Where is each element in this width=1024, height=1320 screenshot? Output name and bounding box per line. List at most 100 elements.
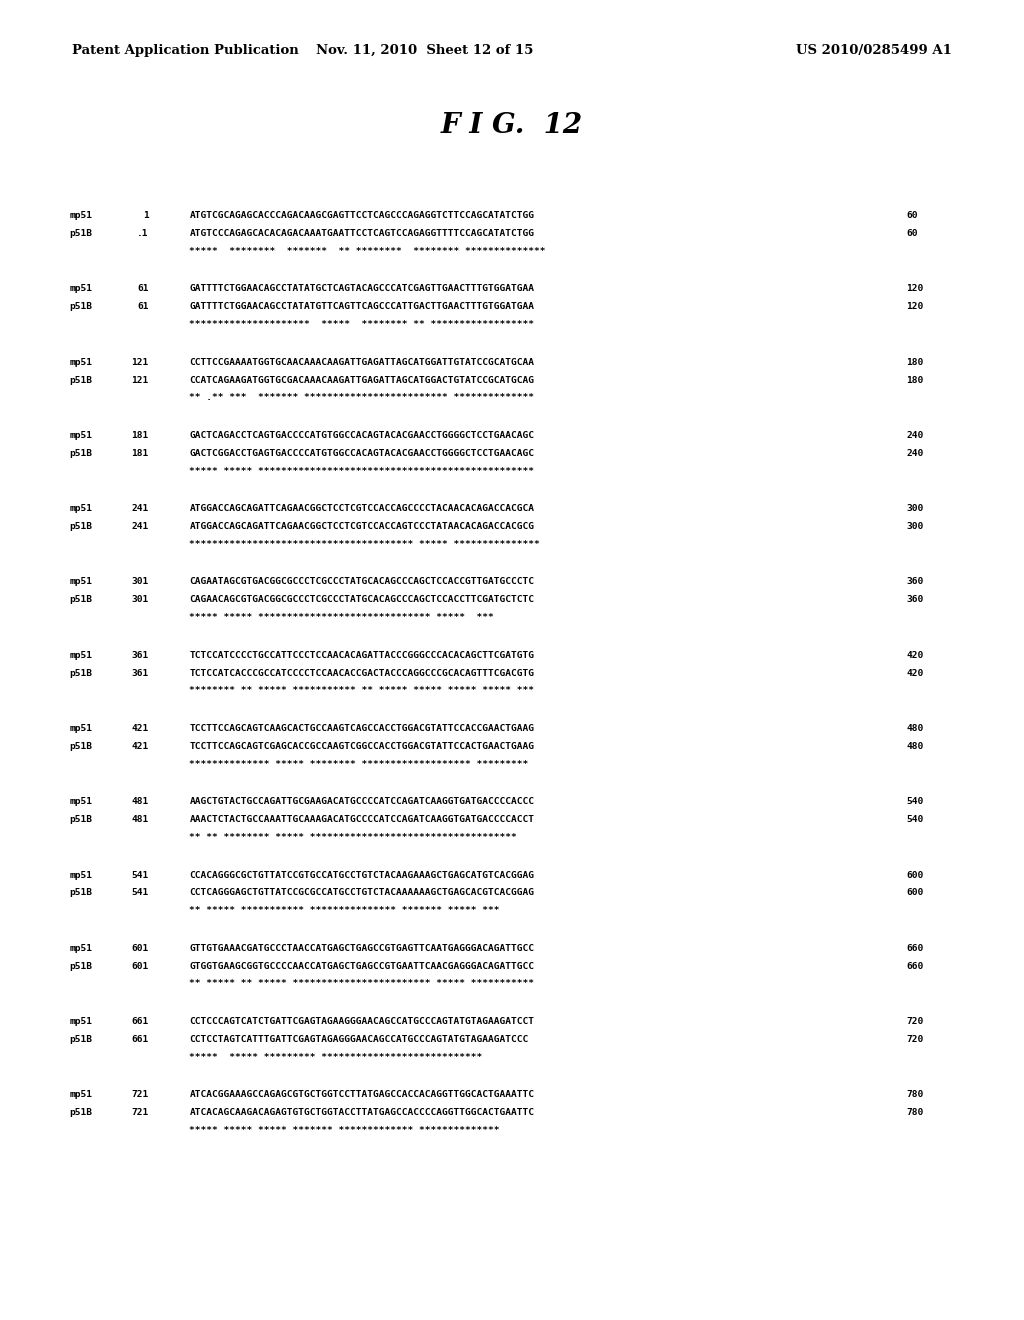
Text: ***** ***** ****************************** *****  ***: ***** ***** ****************************…: [189, 612, 495, 622]
Text: ATGGACCAGCAGATTCAGAACGGCTCCTCGTCCACCAGTCCCTATAACACAGACCACGCG: ATGGACCAGCAGATTCAGAACGGCTCCTCGTCCACCAGTC…: [189, 521, 535, 531]
Text: 600: 600: [906, 871, 924, 879]
Text: 60: 60: [906, 211, 918, 220]
Text: ATCACAGCAAGACAGAGTGTGCTGGTACCTTATGAGCCACCCCAGGTTGGCACTGAATTC: ATCACAGCAAGACAGAGTGTGCTGGTACCTTATGAGCCAC…: [189, 1109, 535, 1117]
Text: 660: 660: [906, 944, 924, 953]
Text: 60: 60: [906, 230, 918, 238]
Text: 361: 361: [131, 669, 148, 677]
Text: 420: 420: [906, 669, 924, 677]
Text: TCCTTCCAGCAGTCGAGCACCGCCAAGTCGGCCACCTGGACGTATTCCACTGAACTGAAG: TCCTTCCAGCAGTCGAGCACCGCCAAGTCGGCCACCTGGA…: [189, 742, 535, 751]
Text: US 2010/0285499 A1: US 2010/0285499 A1: [797, 44, 952, 57]
Text: 180: 180: [906, 358, 924, 367]
Text: ************** ***** ******** ******************* *********: ************** ***** ******** **********…: [189, 760, 528, 768]
Text: 601: 601: [131, 944, 148, 953]
Text: mp51: mp51: [70, 725, 92, 733]
Text: mp51: mp51: [70, 578, 92, 586]
Text: 120: 120: [906, 285, 924, 293]
Text: 481: 481: [131, 797, 148, 807]
Text: GTGGTGAAGCGGTGCCCCAACCATGAGCTGAGCCGTGAATTCAACGAGGGACAGATTGCC: GTGGTGAAGCGGTGCCCCAACCATGAGCTGAGCCGTGAAT…: [189, 962, 535, 970]
Text: 421: 421: [131, 725, 148, 733]
Text: ***** ***** ***** ******* ************* **************: ***** ***** ***** ******* ************* …: [189, 1126, 500, 1135]
Text: GATTTTCTGGAACAGCCTATATGCTCAGTACAGCCCATCGAGTTGAACTTTGTGGATGAA: GATTTTCTGGAACAGCCTATATGCTCAGTACAGCCCATCG…: [189, 285, 535, 293]
Text: p51B: p51B: [70, 595, 92, 605]
Text: TCTCCATCACCCGCCATCCCCTCCAACACCGACTACCCAGGCCCGCACAGTTTCGACGTG: TCTCCATCACCCGCCATCCCCTCCAACACCGACTACCCAG…: [189, 669, 535, 677]
Text: CCATCAGAAGATGGTGCGACAAACAAGATTGAGATTAGCATGGACTGTATCCGCATGCAG: CCATCAGAAGATGGTGCGACAAACAAGATTGAGATTAGCA…: [189, 375, 535, 384]
Text: 421: 421: [131, 742, 148, 751]
Text: GATTTTCTGGAACAGCCTATATGTTCAGTTCAGCCCATTGACTTGAACTTTGTGGATGAA: GATTTTCTGGAACAGCCTATATGTTCAGTTCAGCCCATTG…: [189, 302, 535, 312]
Text: p51B: p51B: [70, 962, 92, 970]
Text: *************************************** ***** ***************: *************************************** …: [189, 540, 541, 549]
Text: ATCACGGAAAGCCAGAGCGTGCTGGTCCTTATGAGCCACCACAGGTTGGCACTGAAATTC: ATCACGGAAAGCCAGAGCGTGCTGGTCCTTATGAGCCACC…: [189, 1090, 535, 1100]
Text: 361: 361: [131, 651, 148, 660]
Text: 541: 541: [131, 888, 148, 898]
Text: p51B: p51B: [70, 816, 92, 824]
Text: mp51: mp51: [70, 430, 92, 440]
Text: ATGGACCAGCAGATTCAGAACGGCTCCTCGTCCACCAGCCCCTACAACACAGACCACGCA: ATGGACCAGCAGATTCAGAACGGCTCCTCGTCCACCAGCC…: [189, 504, 535, 513]
Text: p51B: p51B: [70, 888, 92, 898]
Text: 121: 121: [131, 358, 148, 367]
Text: Patent Application Publication: Patent Application Publication: [72, 44, 298, 57]
Text: 360: 360: [906, 578, 924, 586]
Text: 240: 240: [906, 449, 924, 458]
Text: mp51: mp51: [70, 1090, 92, 1100]
Text: p51B: p51B: [70, 230, 92, 238]
Text: TCCTTCCAGCAGTCAAGCACTGCCAAGTCAGCCACCTGGACGTATTCCACCGAACTGAAG: TCCTTCCAGCAGTCAAGCACTGCCAAGTCAGCCACCTGGA…: [189, 725, 535, 733]
Text: p51B: p51B: [70, 521, 92, 531]
Text: mp51: mp51: [70, 651, 92, 660]
Text: *********************  *****  ******** ** ******************: ********************* ***** ******** ** …: [189, 319, 535, 329]
Text: 480: 480: [906, 742, 924, 751]
Text: 420: 420: [906, 651, 924, 660]
Text: 721: 721: [131, 1090, 148, 1100]
Text: ** ***** ** ***** ************************ ***** ***********: ** ***** ** ***** **********************…: [189, 979, 535, 989]
Text: 600: 600: [906, 888, 924, 898]
Text: 601: 601: [131, 962, 148, 970]
Text: p51B: p51B: [70, 742, 92, 751]
Text: 780: 780: [906, 1090, 924, 1100]
Text: mp51: mp51: [70, 504, 92, 513]
Text: 301: 301: [131, 578, 148, 586]
Text: 780: 780: [906, 1109, 924, 1117]
Text: p51B: p51B: [70, 1035, 92, 1044]
Text: CCACAGGGCGCTGTTATCCGTGCCATGCCTGTCTACAAGAAAGCTGAGCATGTCACGGAG: CCACAGGGCGCTGTTATCCGTGCCATGCCTGTCTACAAGA…: [189, 871, 535, 879]
Text: *****  ***** ********* ****************************: ***** ***** ********* ******************…: [189, 1053, 482, 1061]
Text: ** .** ***  ******* ************************* **************: ** .** *** ******* *********************…: [189, 393, 535, 403]
Text: 241: 241: [131, 504, 148, 513]
Text: 301: 301: [131, 595, 148, 605]
Text: 181: 181: [131, 430, 148, 440]
Text: p51B: p51B: [70, 449, 92, 458]
Text: CCTCAGGGAGCTGTTATCCGCGCCATGCCTGTCTACAAAAAAGCTGAGCACGTCACGGAG: CCTCAGGGAGCTGTTATCCGCGCCATGCCTGTCTACAAAA…: [189, 888, 535, 898]
Text: CCTCCTAGTCATTTGATTCGAGTAGAGGGAACAGCCATGCCCAGTATGTAGAAGATCCC: CCTCCTAGTCATTTGATTCGAGTAGAGGGAACAGCCATGC…: [189, 1035, 528, 1044]
Text: mp51: mp51: [70, 285, 92, 293]
Text: ATGTCGCAGAGCACCCAGACAAGCGAGTTCCTCAGCCCAGAGGTCTTCCAGCATATCTGG: ATGTCGCAGAGCACCCAGACAAGCGAGTTCCTCAGCCCAG…: [189, 211, 535, 220]
Text: p51B: p51B: [70, 669, 92, 677]
Text: mp51: mp51: [70, 1018, 92, 1026]
Text: 180: 180: [906, 375, 924, 384]
Text: CCTCCCAGTCATCTGATTCGAGTAGAAGGGAACAGCCATGCCCAGTATGTAGAAGATCCT: CCTCCCAGTCATCTGATTCGAGTAGAAGGGAACAGCCATG…: [189, 1018, 535, 1026]
Text: GACTCGGACCTGAGTGACCCCATGTGGCCACAGTACACGAACCTGGGGCTCCTGAACAGC: GACTCGGACCTGAGTGACCCCATGTGGCCACAGTACACGA…: [189, 449, 535, 458]
Text: 540: 540: [906, 816, 924, 824]
Text: 121: 121: [131, 375, 148, 384]
Text: AAACTCTACTGCCAAATTGCAAAGACATGCCCCATCCAGATCAAGGTGATGACCCCACCT: AAACTCTACTGCCAAATTGCAAAGACATGCCCCATCCAGA…: [189, 816, 535, 824]
Text: 1: 1: [142, 211, 148, 220]
Text: CAGAATAGCGTGACGGCGCCCTCGCCCTATGCACAGCCCAGCTCCACCGTTGATGCCCTC: CAGAATAGCGTGACGGCGCCCTCGCCCTATGCACAGCCCA…: [189, 578, 535, 586]
Text: 300: 300: [906, 504, 924, 513]
Text: 661: 661: [131, 1035, 148, 1044]
Text: .1: .1: [137, 230, 148, 238]
Text: 120: 120: [906, 302, 924, 312]
Text: 240: 240: [906, 430, 924, 440]
Text: 181: 181: [131, 449, 148, 458]
Text: mp51: mp51: [70, 944, 92, 953]
Text: ******** ** ***** *********** ** ***** ***** ***** ***** ***: ******** ** ***** *********** ** ***** *…: [189, 686, 535, 696]
Text: 481: 481: [131, 816, 148, 824]
Text: p51B: p51B: [70, 302, 92, 312]
Text: ** ** ******** ***** ************************************: ** ** ******** ***** *******************…: [189, 833, 517, 842]
Text: 720: 720: [906, 1035, 924, 1044]
Text: CCTTCCGAAAATGGTGCAACAAACAAGATTGAGATTAGCATGGATTGTATCCGCATGCAA: CCTTCCGAAAATGGTGCAACAAACAAGATTGAGATTAGCA…: [189, 358, 535, 367]
Text: p51B: p51B: [70, 1109, 92, 1117]
Text: 61: 61: [137, 285, 148, 293]
Text: F I G.  12: F I G. 12: [441, 112, 583, 139]
Text: 721: 721: [131, 1109, 148, 1117]
Text: AAGCTGTACTGCCAGATTGCGAAGACATGCCCCATCCAGATCAAGGTGATGACCCCACCC: AAGCTGTACTGCCAGATTGCGAAGACATGCCCCATCCAGA…: [189, 797, 535, 807]
Text: 720: 720: [906, 1018, 924, 1026]
Text: ATGTCCCAGAGCACACAGACAAATGAATTCCTCAGTCCAGAGGTTTTCCAGCATATCTGG: ATGTCCCAGAGCACACAGACAAATGAATTCCTCAGTCCAG…: [189, 230, 535, 238]
Text: mp51: mp51: [70, 871, 92, 879]
